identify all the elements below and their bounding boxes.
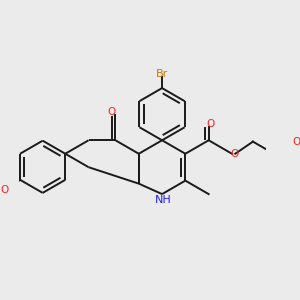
Text: O: O <box>107 107 116 117</box>
Text: O: O <box>1 185 9 195</box>
Text: O: O <box>292 136 300 147</box>
Text: NH: NH <box>154 195 171 205</box>
Text: O: O <box>230 149 238 160</box>
Text: Br: Br <box>156 69 168 79</box>
Text: O: O <box>206 118 214 128</box>
